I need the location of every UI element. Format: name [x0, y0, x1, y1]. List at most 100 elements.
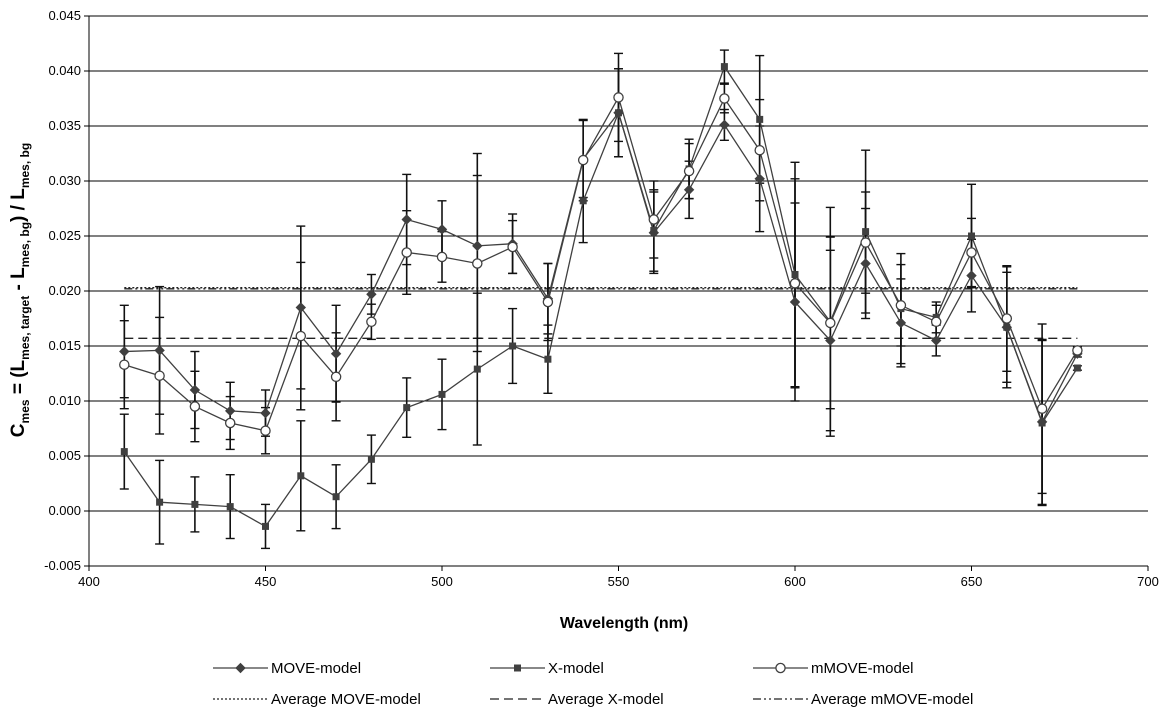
data-point-square — [1003, 323, 1011, 331]
data-point-circle — [436, 251, 448, 263]
legend: MOVE-model X-model mMOVE-model Average MOVE… — [213, 660, 973, 708]
data-point-circle — [577, 154, 589, 166]
data-point-diamond — [436, 224, 448, 235]
data-point-circle — [966, 247, 977, 258]
data-point-square — [509, 342, 517, 350]
legend-label: Average X-model — [548, 691, 664, 708]
y-axis-title-part: C — [8, 423, 29, 437]
data-point-diamond — [154, 345, 165, 356]
data-point-circle — [507, 241, 518, 253]
x-tick-label: 600 — [784, 574, 806, 589]
data-point-diamond — [295, 302, 307, 313]
data-point-diamond — [189, 384, 201, 396]
data-point-circle — [401, 247, 412, 258]
data-point-diamond — [224, 405, 236, 417]
data-point-circle — [154, 370, 165, 381]
axes — [84, 15, 1149, 571]
data-point-diamond — [930, 335, 942, 346]
data-point-circle — [613, 92, 624, 103]
data-point-diamond — [789, 296, 801, 308]
data-point-square — [297, 472, 305, 480]
y-tick-label: 0.010 — [48, 393, 81, 408]
data-point-diamond — [966, 270, 977, 281]
x-tick-label: 500 — [431, 574, 453, 589]
x-tick-label: 700 — [1137, 574, 1159, 589]
y-axis-title-part: mes, bg — [18, 222, 32, 267]
y-axis-title: Cmes = (Lmes, target - Lmes, bg) / Lmes,… — [8, 143, 32, 437]
data-point-square — [367, 455, 375, 463]
legend-label: mMOVE-model — [811, 660, 914, 677]
data-point-circle — [719, 93, 730, 104]
data-point-circle — [119, 359, 130, 370]
data-point-circle — [1036, 403, 1048, 414]
data-point-square — [120, 448, 128, 456]
data-point-square — [544, 355, 552, 363]
data-point-square — [262, 522, 269, 530]
data-point-square — [791, 271, 799, 278]
y-tick-label: 0.030 — [48, 173, 81, 188]
data-point-square — [756, 115, 764, 123]
data-point-diamond — [119, 346, 130, 357]
y-tick-label: 0.000 — [48, 503, 81, 518]
legend-marker-diamond — [235, 662, 246, 674]
data-point-diamond — [860, 258, 871, 269]
data-point-circle — [224, 417, 236, 429]
data-point-diamond — [825, 335, 836, 346]
y-tick-label: 0.005 — [48, 448, 81, 463]
data-point-circle — [189, 401, 201, 412]
y-tick-label: 0.040 — [48, 63, 81, 78]
series-markers — [119, 63, 1083, 530]
y-axis-title-part: = (L — [8, 359, 29, 399]
y-axis-title-part: mes, target — [18, 296, 32, 360]
data-point-diamond — [895, 317, 907, 329]
data-point-square — [191, 500, 199, 508]
data-point-circle — [860, 237, 871, 248]
y-tick-label: 0.020 — [48, 283, 81, 298]
series-lines — [123, 65, 1078, 528]
legend-label: Average mMOVE-model — [811, 691, 973, 708]
x-tick-label: 400 — [78, 574, 100, 589]
data-point-circle — [648, 214, 660, 225]
x-tick-labels: 400 450 500 550 600 650 700 — [78, 574, 1159, 589]
data-point-diamond — [401, 214, 412, 225]
data-point-circle — [754, 144, 765, 156]
data-point-circle — [295, 330, 307, 342]
data-point-circle — [542, 296, 554, 308]
data-point-square — [862, 228, 870, 236]
data-point-circle — [789, 278, 801, 289]
data-point-diamond — [754, 173, 765, 185]
x-tick-label: 450 — [255, 574, 277, 589]
data-point-circle — [1001, 313, 1013, 324]
data-point-square — [1038, 419, 1046, 427]
data-point-square — [332, 493, 340, 501]
legend-marker-square — [514, 664, 521, 672]
legend-marker-circle — [775, 662, 786, 674]
series-line-circle — [124, 95, 1078, 432]
x-tick-label: 550 — [608, 574, 630, 589]
legend-label: Average MOVE-model — [271, 691, 421, 708]
data-point-square — [226, 503, 234, 511]
data-point-square — [156, 498, 164, 506]
legend-label: MOVE-model — [271, 660, 361, 677]
y-tick-label: 0.015 — [48, 338, 81, 353]
data-point-circle — [1072, 345, 1083, 356]
data-point-diamond — [366, 289, 377, 300]
data-point-circle — [683, 165, 695, 177]
data-point-square — [473, 365, 481, 373]
data-point-circle — [895, 300, 907, 311]
data-point-circle — [260, 425, 271, 436]
y-tick-label: 0.045 — [48, 8, 81, 23]
data-point-circle — [930, 316, 942, 328]
data-point-square — [720, 63, 728, 71]
data-point-square — [1073, 364, 1081, 372]
data-point-circle — [825, 317, 836, 329]
data-point-diamond — [719, 119, 730, 131]
y-axis-title-part: mes, bg — [18, 143, 32, 188]
data-point-diamond — [472, 240, 483, 252]
x-tick-label: 650 — [961, 574, 983, 589]
data-point-square — [579, 197, 587, 205]
y-axis-title-part: ) / L — [8, 188, 29, 222]
data-point-circle — [330, 371, 342, 383]
series-line-diamond — [124, 111, 1078, 424]
